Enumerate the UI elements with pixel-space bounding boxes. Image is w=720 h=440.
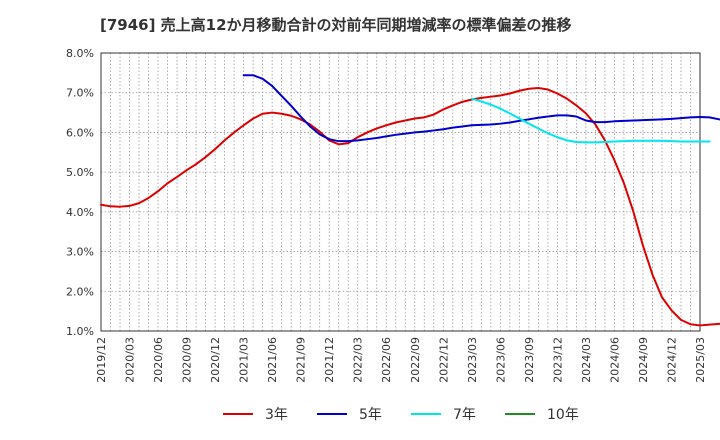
x-tick-label: 2021/06 — [266, 337, 279, 383]
series-line — [242, 74, 720, 143]
chart-title: [7946] 売上高12か月移動合計の対前年同期増減率の標準偏差の推移 — [100, 16, 572, 34]
legend-label: 5年 — [359, 407, 382, 423]
y-tick-label: 6.0% — [66, 126, 94, 139]
x-tick-label: 2023/03 — [466, 337, 479, 383]
x-tick-label: 2024/03 — [580, 337, 593, 383]
y-tick-label: 5.0% — [66, 166, 94, 179]
y-tick-label: 3.0% — [66, 246, 94, 259]
x-tick-label: 2020/03 — [124, 337, 137, 383]
x-tick-label: 2020/09 — [181, 337, 194, 383]
x-tick-label: 2019/12 — [95, 337, 108, 383]
x-tick-label: 2023/09 — [523, 337, 536, 383]
x-tick-label: 2021/09 — [295, 337, 308, 383]
series-line — [100, 86, 720, 327]
y-tick-label: 2.0% — [66, 285, 94, 298]
x-tick-label: 2022/09 — [409, 337, 422, 383]
x-tick-label: 2020/06 — [152, 337, 165, 383]
x-tick-label: 2022/03 — [352, 337, 365, 383]
y-tick-label: 7.0% — [66, 87, 94, 100]
x-tick-label: 2022/06 — [380, 337, 393, 383]
y-tick-label: 8.0% — [66, 47, 94, 60]
x-tick-label: 2025/03 — [694, 337, 707, 383]
plot-frame — [100, 52, 701, 332]
x-tick-label: 2022/12 — [437, 337, 450, 383]
x-tick-label: 2023/12 — [551, 337, 564, 383]
x-tick-label: 2024/09 — [637, 337, 650, 383]
plot-area — [101, 53, 700, 331]
legend-label: 7年 — [453, 407, 476, 423]
y-tick-label: 1.0% — [66, 325, 94, 338]
x-tick-label: 2024/06 — [608, 337, 621, 383]
x-tick-label: 2023/06 — [494, 337, 507, 383]
series-line — [470, 97, 711, 144]
legend-label: 3年 — [265, 407, 288, 423]
x-tick-label: 2024/12 — [665, 337, 678, 383]
x-tick-label: 2021/03 — [238, 337, 251, 383]
legend-label: 10年 — [547, 407, 579, 423]
x-tick-label: 2020/12 — [209, 337, 222, 383]
y-tick-label: 4.0% — [66, 206, 94, 219]
x-tick-label: 2021/12 — [323, 337, 336, 383]
